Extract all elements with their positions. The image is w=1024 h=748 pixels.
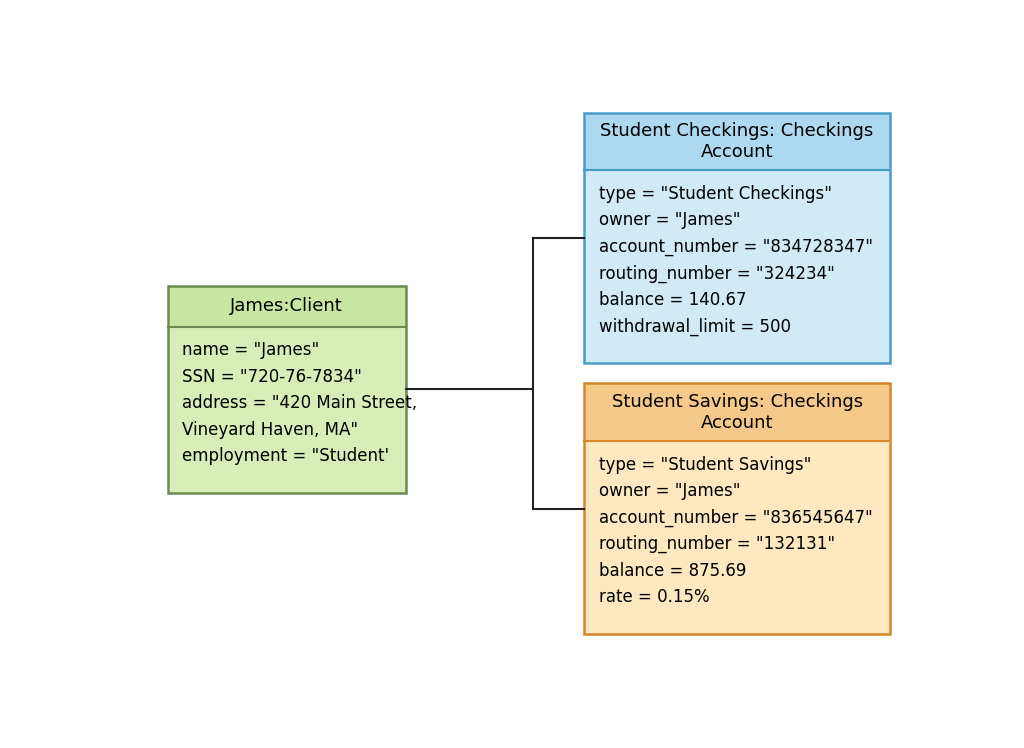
Text: James:Client: James:Client (230, 297, 343, 316)
Bar (585, 441, 890, 634)
Bar (585, 384, 890, 634)
Bar (585, 171, 890, 364)
Text: type = "Student Checkings"
owner = "James"
account_number = "834728347"
routing_: type = "Student Checkings" owner = "Jame… (599, 185, 872, 336)
Text: type = "Student Savings"
owner = "James"
account_number = "836545647"
routing_nu: type = "Student Savings" owner = "James"… (599, 456, 872, 606)
Bar (168, 286, 406, 327)
Text: name = "James"
SSN = "720-76-7834"
address = "420 Main Street,
Vineyard Haven, M: name = "James" SSN = "720-76-7834" addre… (182, 341, 417, 465)
Bar (585, 113, 890, 171)
Bar (585, 384, 890, 441)
Text: Student Savings: Checkings
Account: Student Savings: Checkings Account (611, 393, 862, 432)
Bar (585, 113, 890, 364)
Bar (168, 327, 406, 493)
Text: Student Checkings: Checkings
Account: Student Checkings: Checkings Account (600, 122, 873, 161)
Bar (168, 286, 406, 493)
